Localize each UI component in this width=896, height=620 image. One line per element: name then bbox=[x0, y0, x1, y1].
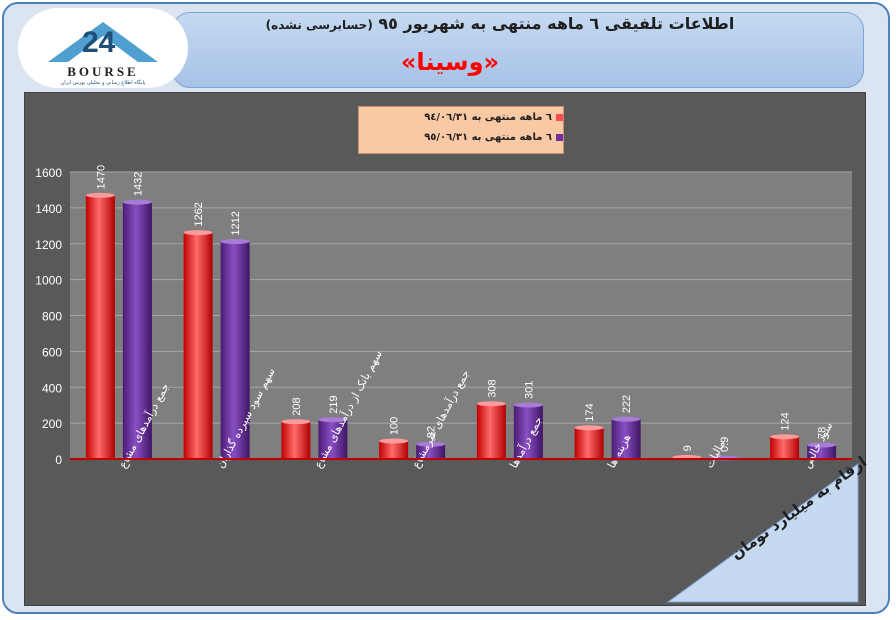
data-label: 100 bbox=[389, 417, 401, 435]
bar-1 bbox=[574, 427, 604, 459]
y-tick-label: 1600 bbox=[35, 166, 62, 180]
title-note: (حسابرسی نشده) bbox=[265, 18, 373, 32]
logo-subtitle: پایگاه اطلاع رسانی و تحلیلی بورس ایران bbox=[60, 80, 146, 86]
y-tick-label: 400 bbox=[42, 381, 62, 395]
bar-cap-1 bbox=[281, 419, 311, 425]
company-name: «وسینا» bbox=[400, 48, 500, 76]
bar-1 bbox=[476, 403, 506, 459]
bar-cap-2 bbox=[220, 239, 250, 245]
data-label: 174 bbox=[584, 403, 596, 421]
logo-mark-icon: 24 bbox=[48, 22, 158, 62]
bar-cap-2 bbox=[611, 416, 641, 422]
bar-2 bbox=[122, 202, 152, 459]
data-label: 1212 bbox=[230, 211, 242, 235]
data-label: 219 bbox=[328, 395, 340, 413]
y-tick-label: 1400 bbox=[35, 202, 62, 216]
bar-cap-1 bbox=[574, 425, 604, 431]
data-label: 82 bbox=[426, 426, 438, 438]
unit-corner bbox=[666, 463, 859, 603]
legend-item-2: ٦ ماهه منتهی به ٩٥/٠٦/٣١ bbox=[359, 132, 563, 152]
data-label: 308 bbox=[486, 379, 498, 397]
data-label: 0.9 bbox=[719, 437, 731, 452]
bar-2 bbox=[807, 445, 837, 459]
data-label: 124 bbox=[780, 412, 792, 430]
page-title: اطلاعات تلفیقی ٦ ماهه منتهی به شهریور ٩٥… bbox=[200, 14, 800, 33]
data-label: 1262 bbox=[193, 202, 205, 226]
bar-cap-1 bbox=[770, 434, 800, 440]
bar-1 bbox=[85, 195, 115, 459]
legend: ٦ ماهه منتهی به ٩٤/٠٦/٣١ ٦ ماهه منتهی به… bbox=[358, 106, 564, 154]
data-label: 9 bbox=[682, 445, 694, 451]
legend-swatch-1 bbox=[556, 114, 563, 121]
bar-cap-2 bbox=[318, 417, 348, 423]
title-main: اطلاعات تلفیقی ٦ ماهه منتهی به شهریور ٩٥ bbox=[378, 14, 735, 33]
logo-brand: BOURSE bbox=[67, 64, 139, 79]
y-tick-label: 0 bbox=[55, 453, 62, 467]
bar-1 bbox=[281, 421, 311, 459]
y-tick-label: 600 bbox=[42, 345, 62, 359]
bar-2 bbox=[220, 241, 250, 459]
bar-cap-2 bbox=[416, 441, 446, 447]
y-tick-label: 1000 bbox=[35, 274, 62, 288]
data-label: 1432 bbox=[132, 172, 144, 196]
y-tick-label: 200 bbox=[42, 417, 62, 431]
bar-2 bbox=[513, 405, 543, 459]
bar-1 bbox=[770, 436, 800, 459]
logo: 24 BOURSE پایگاه اطلاع رسانی و تحلیلی بو… bbox=[18, 8, 188, 88]
bar-2 bbox=[611, 419, 641, 459]
bar-1 bbox=[379, 441, 409, 459]
header bbox=[4, 4, 884, 88]
bar-cap-1 bbox=[85, 192, 115, 198]
bar-1 bbox=[183, 232, 213, 459]
logo-number: 24 bbox=[82, 26, 116, 59]
bar-cap-2 bbox=[807, 442, 837, 448]
bar-cap-1 bbox=[183, 230, 213, 236]
title-band bbox=[172, 12, 864, 88]
y-tick-label: 1200 bbox=[35, 238, 62, 252]
data-label: 1470 bbox=[95, 165, 107, 189]
legend-label-1: ٦ ماهه منتهی به ٩٤/٠٦/٣١ bbox=[424, 112, 552, 123]
legend-swatch-2 bbox=[556, 134, 563, 141]
data-label: 301 bbox=[523, 381, 535, 399]
data-label: 78 bbox=[817, 427, 829, 439]
legend-item-1: ٦ ماهه منتهی به ٩٤/٠٦/٣١ bbox=[359, 112, 563, 132]
y-tick-label: 800 bbox=[42, 310, 62, 324]
bar-2 bbox=[416, 444, 446, 459]
bar-cap-1 bbox=[379, 438, 409, 444]
bar-2 bbox=[318, 419, 348, 459]
legend-label-2: ٦ ماهه منتهی به ٩٥/٠٦/٣١ bbox=[424, 132, 552, 143]
bar-cap-2 bbox=[513, 402, 543, 408]
bar-cap-1 bbox=[476, 401, 506, 407]
data-label: 222 bbox=[621, 395, 633, 413]
bar-cap-2 bbox=[122, 199, 152, 205]
data-label: 208 bbox=[291, 397, 303, 415]
